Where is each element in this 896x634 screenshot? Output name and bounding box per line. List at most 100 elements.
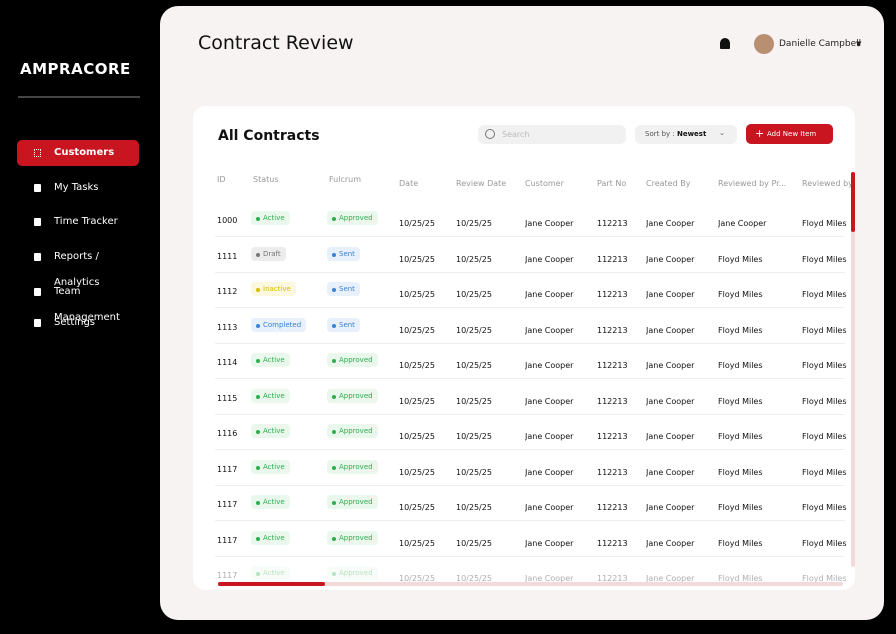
table-row[interactable]: 1000 Active Approved 10/25/25 10/25/25 Jane C… bbox=[193, 202, 855, 237]
nav-item[interactable]: My Tasks bbox=[17, 175, 139, 201]
h-scroll-track[interactable] bbox=[218, 582, 843, 586]
cell: 1112 bbox=[217, 287, 238, 296]
notification-icon[interactable] bbox=[720, 38, 730, 49]
cell: 1000 bbox=[217, 216, 238, 225]
nav-item[interactable]: Settings bbox=[17, 310, 139, 336]
cell: Floyd Miles bbox=[718, 538, 763, 548]
h-scroll-thumb[interactable] bbox=[218, 582, 325, 586]
cell: Floyd Miles bbox=[802, 325, 847, 335]
table-row[interactable]: 1117 Active Approved 10/25/25 10/25/25 Jane C… bbox=[193, 486, 855, 521]
cell: 10/25/25 bbox=[399, 219, 435, 228]
cell: Jane Cooper bbox=[525, 432, 574, 441]
cell: 10/25/25 bbox=[456, 432, 492, 441]
cell: 10/25/25 bbox=[399, 396, 435, 406]
column-header: Fulcrum bbox=[329, 175, 362, 184]
cell: 10/25/25 bbox=[399, 574, 435, 583]
cell: 10/25/25 bbox=[456, 254, 492, 264]
cell: Jane Cooper bbox=[646, 467, 695, 477]
status-badge: Completed bbox=[251, 317, 307, 332]
table-row[interactable]: 1114 Active Approved 10/25/25 10/25/25 Jane C… bbox=[193, 344, 855, 379]
row-divider bbox=[215, 236, 845, 237]
cell: 1117 bbox=[217, 571, 238, 580]
cell: 10/25/25 bbox=[399, 254, 435, 264]
nav-icon bbox=[34, 253, 41, 261]
nav-icon bbox=[34, 184, 41, 192]
user-menu-caret[interactable]: ▼ bbox=[856, 40, 862, 48]
cell: 10/25/25 bbox=[399, 290, 435, 299]
cell: Jane Cooper bbox=[646, 574, 695, 583]
table-row[interactable]: 1117 Active Approved 10/25/25 10/25/25 Jane C… bbox=[193, 451, 855, 486]
search-input[interactable]: Search bbox=[478, 125, 626, 144]
nav-item[interactable]: Customers bbox=[17, 140, 139, 166]
status-badge: Active bbox=[251, 566, 290, 580]
sort-dropdown[interactable]: Sort by : Newest ⌄ bbox=[635, 125, 737, 144]
cell: Floyd Miles bbox=[802, 396, 847, 406]
user-name[interactable]: Danielle Campbell bbox=[779, 39, 862, 49]
column-header: Reviewed by bbox=[802, 179, 852, 188]
row-divider bbox=[215, 520, 845, 521]
fulcrum-badge: Approved bbox=[327, 530, 378, 545]
cell: Jane Cooper bbox=[646, 254, 695, 264]
nav-label: Customers bbox=[54, 147, 115, 158]
nav-item[interactable]: Reports / Analytics bbox=[17, 244, 139, 288]
divider bbox=[18, 96, 140, 98]
avatar[interactable] bbox=[754, 34, 774, 54]
sort-caret: ⌄ bbox=[719, 129, 725, 137]
cell: Floyd Miles bbox=[802, 503, 847, 512]
table-row[interactable]: 1117 Active Approved 10/25/25 10/25/25 Jane C… bbox=[193, 522, 855, 557]
add-button[interactable]: Add New Item bbox=[746, 124, 833, 144]
column-header: Date bbox=[399, 179, 419, 188]
nav-item[interactable]: Time Tracker bbox=[17, 209, 139, 235]
nav-icon bbox=[34, 319, 41, 327]
table-row[interactable]: 1115 Active Approved 10/25/25 10/25/25 Jane C… bbox=[193, 380, 855, 415]
page-title: Contract Review bbox=[198, 32, 354, 54]
cell: Floyd Miles bbox=[802, 432, 847, 441]
cell: 112213 bbox=[597, 254, 628, 264]
column-header: Customer bbox=[525, 179, 564, 188]
table-row[interactable]: 1112 Inactive Sent 10/25/25 10/25/25 Jane Coo… bbox=[193, 273, 855, 308]
cell: Jane Cooper bbox=[525, 325, 574, 335]
column-header: ID bbox=[217, 175, 226, 184]
cell: Floyd Miles bbox=[718, 503, 763, 512]
fulcrum-badge: Approved bbox=[327, 211, 378, 225]
cell: Jane Cooper bbox=[525, 503, 574, 512]
table-row[interactable]: 1116 Active Approved 10/25/25 10/25/25 Jane C… bbox=[193, 415, 855, 450]
nav-label: My Tasks bbox=[54, 182, 99, 193]
cell: Jane Cooper bbox=[525, 219, 574, 228]
cell: Jane Cooper bbox=[646, 432, 695, 441]
nav-label: Time Tracker bbox=[54, 216, 118, 227]
cell: 112213 bbox=[597, 432, 628, 441]
cell: Jane Cooper bbox=[525, 538, 574, 548]
status-badge: Active bbox=[251, 495, 290, 509]
cell: 10/25/25 bbox=[456, 538, 492, 548]
cell: 1113 bbox=[217, 322, 238, 332]
search-icon bbox=[485, 129, 495, 139]
row-divider bbox=[215, 307, 845, 308]
cell: 112213 bbox=[597, 538, 628, 548]
nav-icon bbox=[34, 288, 41, 296]
table-row[interactable]: 1113 Completed Sent 10/25/25 10/25/25 Jane Co… bbox=[193, 309, 855, 344]
cell: Jane Cooper bbox=[525, 254, 574, 264]
contracts-card: All Contracts Search Sort by : Newest ⌄ A… bbox=[193, 106, 855, 590]
column-header: Part No bbox=[597, 179, 627, 188]
cell: 10/25/25 bbox=[399, 467, 435, 477]
cell: Floyd Miles bbox=[802, 467, 847, 477]
v-scroll-thumb[interactable] bbox=[851, 172, 855, 232]
status-badge: Active bbox=[251, 353, 290, 367]
card-title: All Contracts bbox=[218, 128, 320, 144]
table-row[interactable]: 1111 Draft Sent 10/25/25 10/25/25 Jane Cooper… bbox=[193, 238, 855, 273]
table-row[interactable]: 1117 Active Approved 10/25/25 10/25/25 Jane C… bbox=[193, 557, 855, 590]
row-divider bbox=[215, 449, 845, 450]
row-divider bbox=[215, 484, 845, 486]
cell: 10/25/25 bbox=[399, 361, 435, 370]
nav-label: Settings bbox=[54, 317, 96, 328]
column-header: Reviewed by Pr... bbox=[718, 179, 787, 188]
cell: 1114 bbox=[217, 358, 238, 367]
nav-item[interactable]: Team Management bbox=[17, 279, 139, 323]
cell: Jane Cooper bbox=[525, 467, 574, 477]
cell: 10/25/25 bbox=[456, 361, 492, 370]
v-scroll-track[interactable] bbox=[851, 172, 855, 567]
cell: 112213 bbox=[597, 467, 628, 477]
cell: Floyd Miles bbox=[718, 432, 763, 441]
